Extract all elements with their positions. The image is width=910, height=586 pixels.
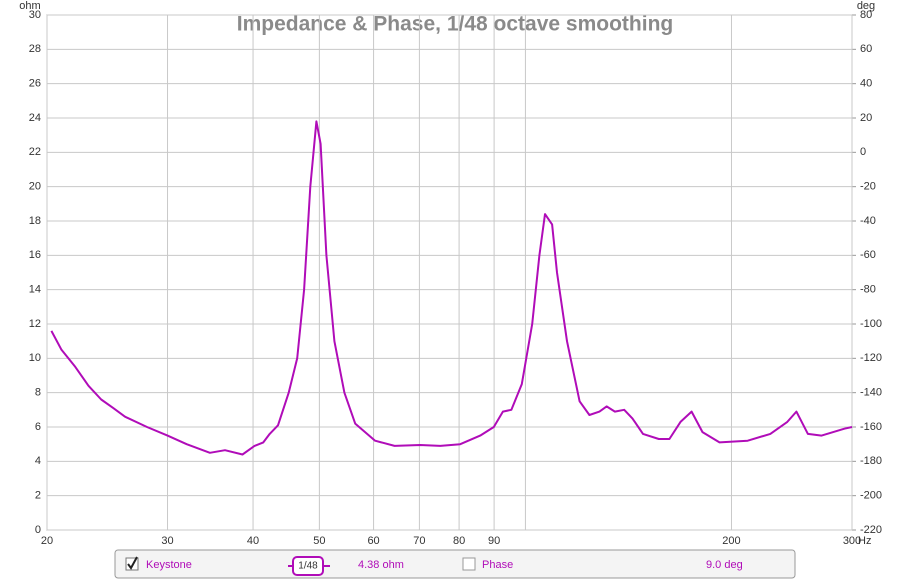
y2-tick-label: -20 (860, 181, 876, 193)
y2-tick-label: -140 (860, 387, 882, 399)
y-tick-label: 12 (29, 318, 41, 330)
y-tick-label: 16 (29, 249, 41, 261)
x-tick-label: 200 (722, 535, 740, 547)
x-tick-label: 300 (843, 535, 861, 547)
x-tick-label: 40 (247, 535, 259, 547)
smoothing-label: 1/48 (298, 561, 318, 572)
phase-label: Phase (482, 559, 513, 571)
phase-value: 9.0 deg (706, 559, 743, 571)
y-tick-label: 24 (29, 112, 41, 124)
y-axis-label: ohm (19, 0, 40, 12)
x-tick-label: 50 (313, 535, 325, 547)
y2-tick-label: -60 (860, 249, 876, 261)
y-tick-label: 22 (29, 146, 41, 158)
y-tick-label: 14 (29, 284, 41, 296)
y-tick-label: 10 (29, 352, 41, 364)
y2-tick-label: 40 (860, 78, 872, 90)
y-tick-label: 30 (29, 9, 41, 21)
impedance-line (50, 120, 853, 456)
x-tick-label: 20 (41, 535, 53, 547)
cursor-value: 4.38 ohm (358, 559, 404, 571)
y2-tick-label: -220 (860, 524, 882, 536)
y2-tick-label: -180 (860, 455, 882, 467)
legend-box (114, 549, 796, 579)
y-tick-label: 26 (29, 78, 41, 90)
y-tick-label: 6 (35, 421, 41, 433)
y-tick-label: 4 (35, 455, 41, 467)
checkbox[interactable] (462, 557, 476, 571)
check-mark (127, 556, 138, 570)
x-tick-label: 90 (488, 535, 500, 547)
y2-tick-label: -160 (860, 421, 882, 433)
y-tick-label: 2 (35, 490, 41, 502)
y-tick-label: 20 (29, 181, 41, 193)
y2-tick-label: -200 (860, 490, 882, 502)
y2-tick-label: -80 (860, 284, 876, 296)
y-tick-label: 8 (35, 387, 41, 399)
smoothing-badge[interactable] (292, 556, 324, 576)
y2-axis-label: deg (857, 0, 875, 12)
x-tick-label: 70 (413, 535, 425, 547)
y2-tick-label: 0 (860, 146, 866, 158)
y2-tick-label: 60 (860, 43, 872, 55)
y2-tick-label: -40 (860, 215, 876, 227)
x-tick-label: 30 (161, 535, 173, 547)
y-tick-label: 18 (29, 215, 41, 227)
chart-title: Impedance & Phase, 1/48 octave smoothing (237, 13, 673, 36)
y2-tick-label: 20 (860, 112, 872, 124)
y-tick-label: 28 (29, 43, 41, 55)
legend-label: Keystone (146, 559, 192, 571)
y-tick-label: 0 (35, 524, 41, 536)
y2-tick-label: -100 (860, 318, 882, 330)
x-tick-label: 80 (453, 535, 465, 547)
x-axis-label: Hz (858, 535, 871, 547)
y2-tick-label: -120 (860, 352, 882, 364)
x-tick-label: 60 (367, 535, 379, 547)
y2-tick-label: 80 (860, 9, 872, 21)
